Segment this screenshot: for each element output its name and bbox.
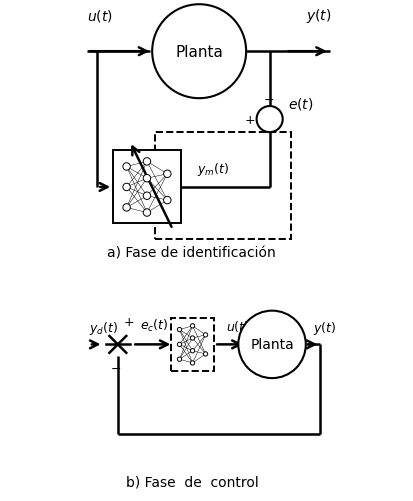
Circle shape: [143, 158, 150, 166]
Circle shape: [190, 336, 194, 341]
Text: Planta: Planta: [175, 45, 223, 60]
Bar: [171, 318, 214, 371]
Circle shape: [143, 192, 150, 200]
Circle shape: [177, 343, 181, 347]
Circle shape: [152, 5, 246, 99]
Circle shape: [123, 163, 130, 171]
Bar: [113, 151, 180, 224]
Text: $e(t)$: $e(t)$: [287, 96, 313, 112]
Circle shape: [123, 184, 130, 191]
Circle shape: [256, 107, 282, 133]
Circle shape: [190, 349, 194, 353]
Text: $u\left(t\right)$: $u\left(t\right)$: [87, 8, 112, 24]
Circle shape: [190, 324, 194, 328]
Circle shape: [177, 357, 181, 362]
Text: $u(t)$: $u(t)$: [226, 318, 249, 333]
Circle shape: [177, 328, 181, 332]
Text: $y_m\left(t\right)$: $y_m\left(t\right)$: [196, 161, 228, 178]
Circle shape: [238, 311, 305, 378]
Text: $y_d\left(t\right)$: $y_d\left(t\right)$: [89, 319, 118, 336]
Circle shape: [203, 333, 207, 337]
Circle shape: [163, 197, 171, 204]
Text: $y(t)$: $y(t)$: [312, 319, 335, 336]
Text: Planta: Planta: [249, 338, 293, 352]
Text: $-$: $-$: [109, 362, 121, 374]
Text: $+$: $+$: [243, 113, 255, 126]
Circle shape: [123, 204, 130, 212]
Text: b) Fase  de  control: b) Fase de control: [126, 475, 258, 489]
Text: $+$: $+$: [122, 315, 133, 328]
Text: $y\left(t\right)$: $y\left(t\right)$: [306, 7, 331, 25]
Bar: [154, 133, 290, 239]
Text: a) Fase de identificación: a) Fase de identificación: [107, 245, 275, 260]
Circle shape: [143, 209, 150, 217]
Circle shape: [163, 171, 171, 178]
Text: $-$: $-$: [262, 93, 273, 106]
Text: $e_c\left(t\right)$: $e_c\left(t\right)$: [140, 318, 168, 334]
Circle shape: [190, 361, 194, 365]
Circle shape: [203, 352, 207, 356]
Circle shape: [143, 175, 150, 182]
